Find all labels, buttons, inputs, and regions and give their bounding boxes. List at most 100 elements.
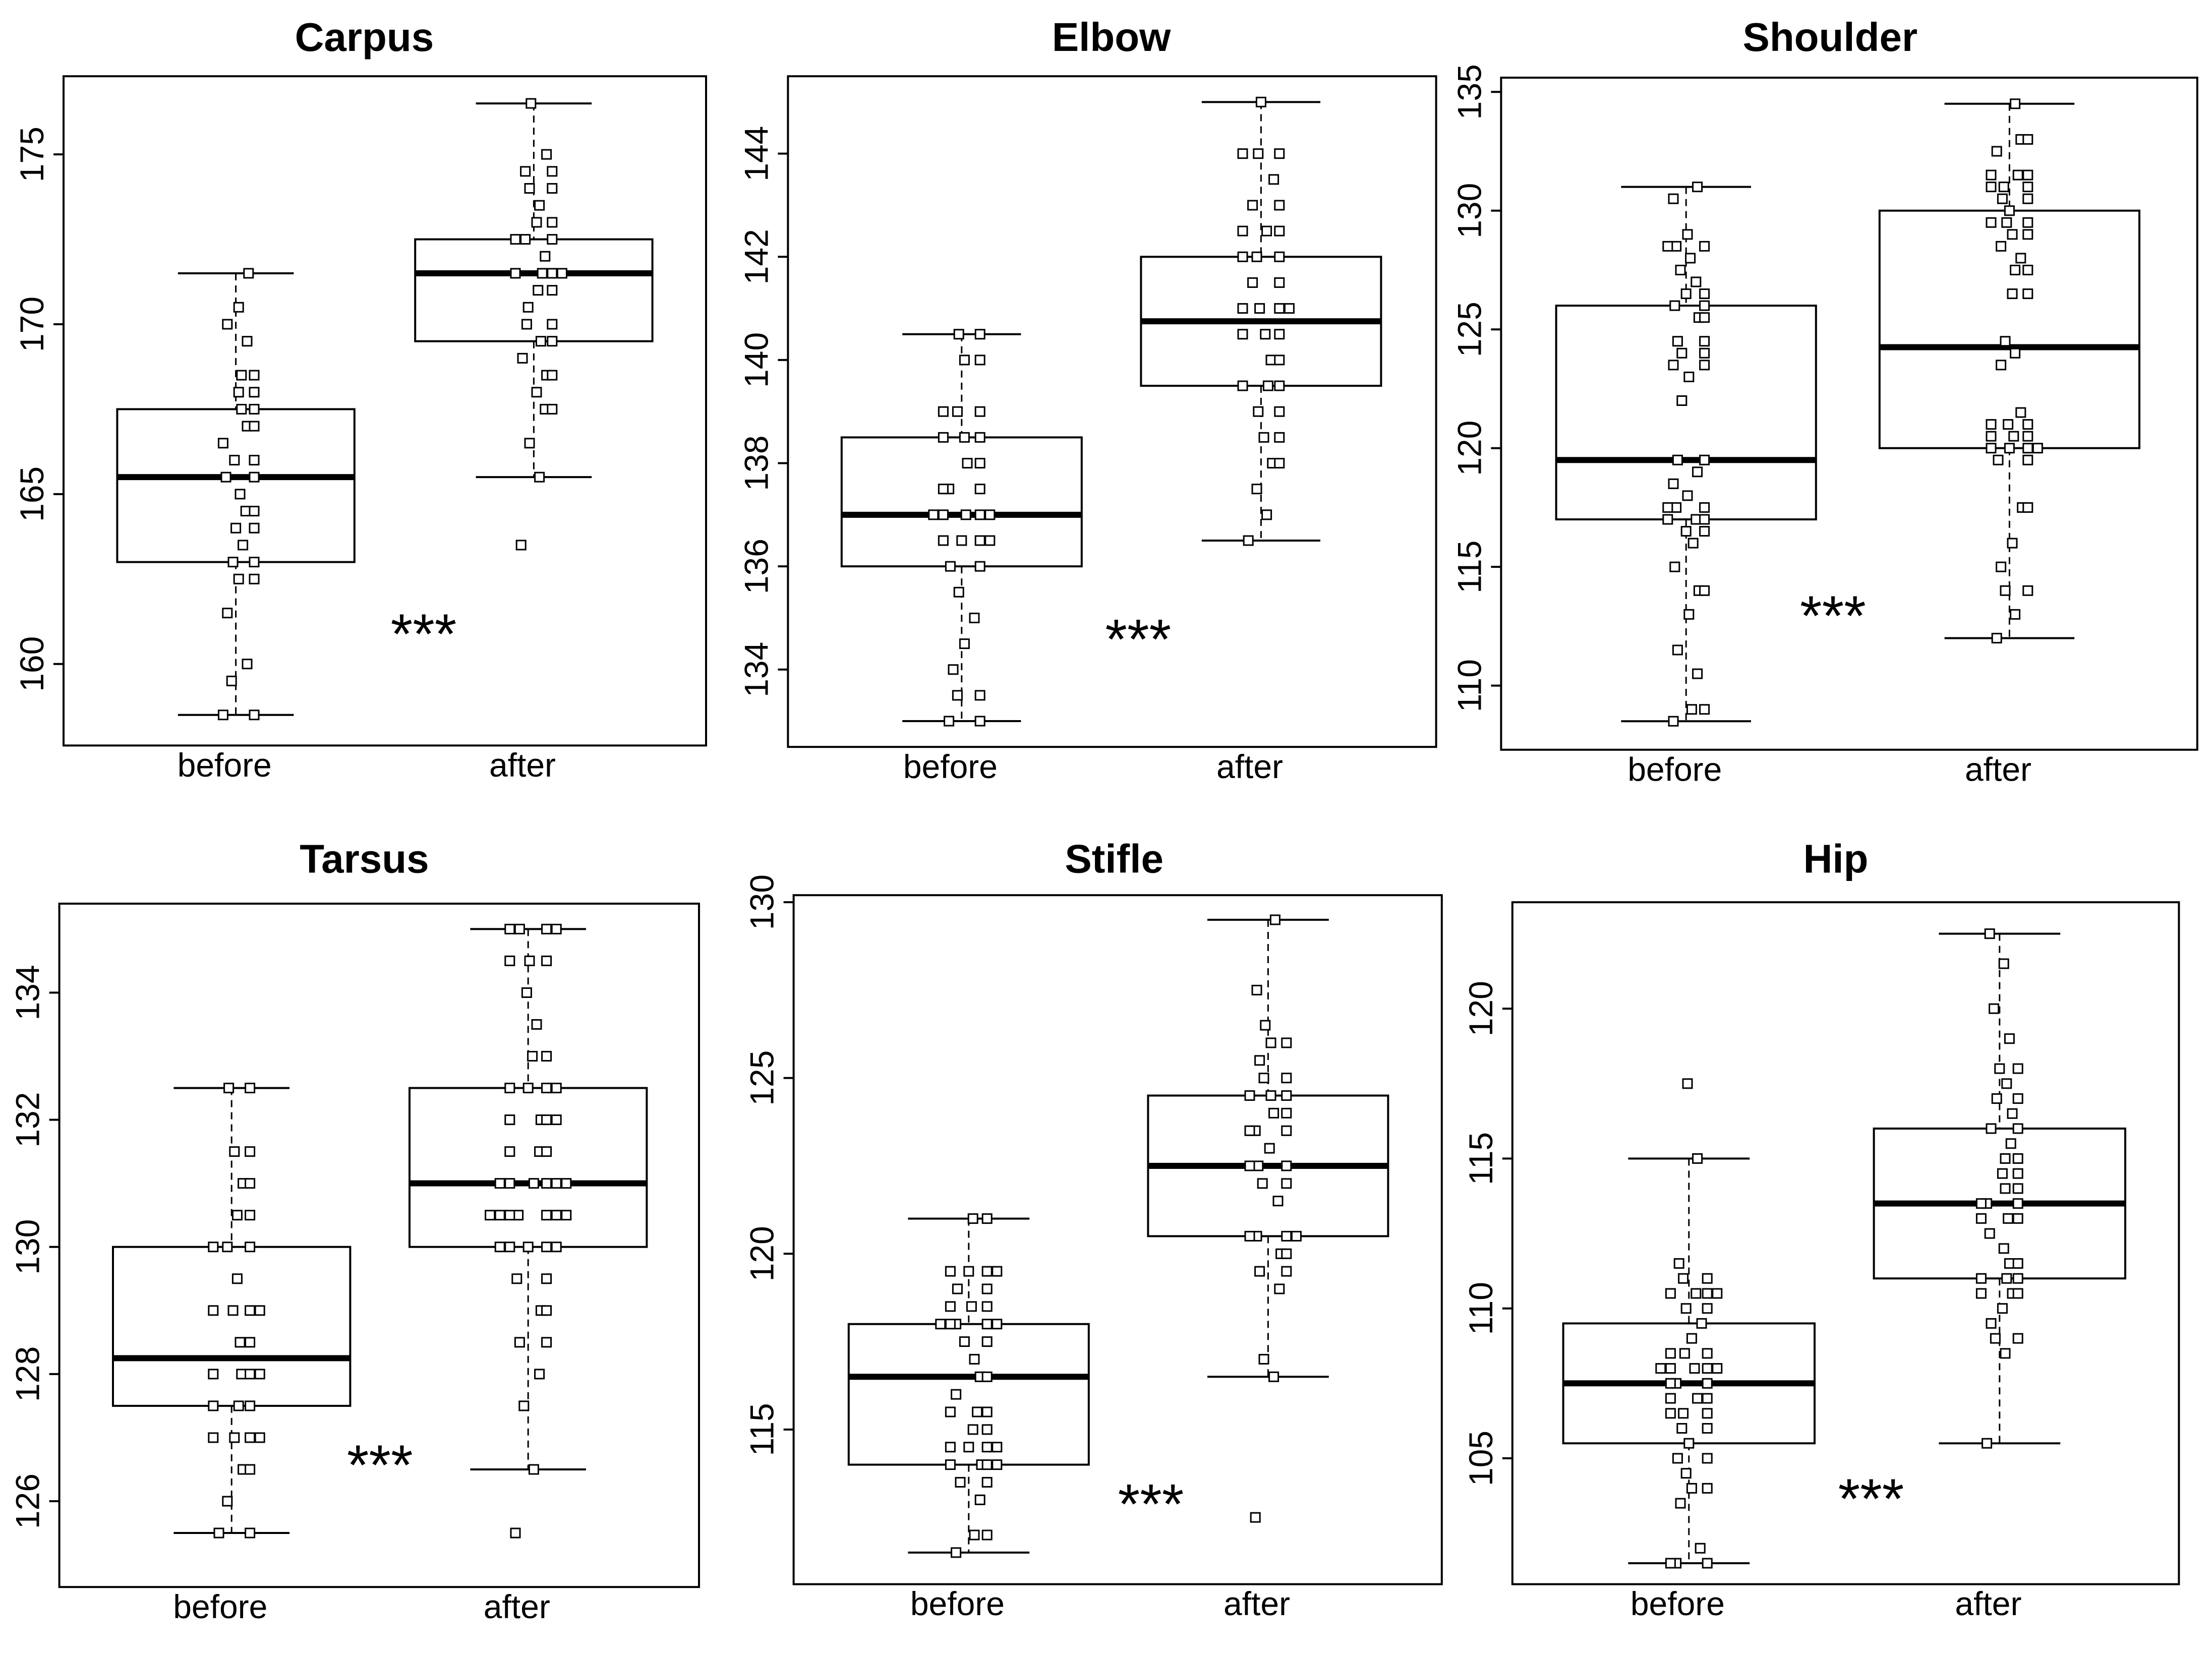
data-point — [984, 509, 996, 520]
data-point — [245, 1210, 256, 1221]
data-point — [510, 1527, 521, 1539]
plot-frame — [1500, 77, 2198, 751]
data-point — [2022, 193, 2033, 204]
data-point — [1665, 1288, 1676, 1299]
data-point — [1702, 1363, 1713, 1374]
data-point — [2022, 502, 2033, 513]
y-tick-label: 130 — [1450, 183, 1488, 239]
y-tick-label: 135 — [1450, 64, 1488, 120]
data-point — [1274, 329, 1285, 340]
data-point — [245, 1527, 256, 1539]
data-point — [974, 716, 985, 727]
data-point — [928, 509, 939, 520]
data-point — [1699, 585, 1710, 596]
data-point — [1669, 561, 1680, 572]
data-point — [952, 1283, 963, 1294]
data-point — [981, 1371, 993, 1382]
data-point — [2015, 407, 2026, 418]
data-point — [1269, 914, 1280, 925]
data-point — [2015, 253, 2026, 264]
data-point — [2010, 264, 2021, 275]
data-point — [2010, 347, 2021, 359]
data-point — [541, 149, 552, 160]
data-point — [1680, 1303, 1692, 1314]
y-tick-label: 120 — [743, 1226, 781, 1281]
data-point — [1261, 225, 1272, 237]
data-point — [1274, 225, 1285, 237]
data-point — [1258, 1353, 1269, 1365]
data-point — [2012, 1288, 2023, 1299]
data-point — [969, 612, 980, 623]
data-point — [1665, 1378, 1676, 1389]
data-point — [1274, 406, 1285, 417]
data-point — [504, 955, 515, 966]
data-point — [2000, 1183, 2011, 1194]
data-point — [245, 1146, 256, 1157]
data-point — [974, 561, 985, 572]
data-point — [1702, 1393, 1713, 1404]
data-point — [504, 923, 515, 934]
data-point — [245, 1464, 256, 1475]
data-point — [1993, 454, 2004, 465]
data-point — [981, 1213, 993, 1224]
data-point — [1996, 561, 2007, 572]
data-point — [551, 923, 562, 934]
data-point — [236, 370, 247, 381]
data-point — [1686, 1483, 1697, 1494]
x-category-label: before — [1631, 1585, 1725, 1622]
plot-frame — [1511, 901, 2180, 1585]
data-point — [242, 336, 253, 347]
data-point — [541, 1337, 552, 1348]
data-point — [514, 1337, 525, 1348]
data-point — [1668, 193, 1679, 204]
data-point — [521, 987, 532, 998]
data-point — [981, 1319, 993, 1330]
data-point — [1991, 632, 2002, 643]
data-point — [551, 1210, 562, 1221]
data-point — [1680, 526, 1692, 537]
box-after — [1873, 928, 2127, 1449]
data-point — [1274, 1283, 1285, 1294]
data-point — [220, 471, 231, 483]
data-point — [1699, 502, 1710, 513]
data-point — [1281, 1090, 1292, 1101]
data-point — [524, 183, 535, 194]
data-point — [235, 1337, 246, 1348]
data-point — [534, 471, 545, 483]
data-point — [2012, 1258, 2023, 1269]
data-point — [541, 1242, 552, 1253]
data-point — [511, 1273, 522, 1284]
y-tick-label: 136 — [737, 539, 775, 594]
data-point — [974, 406, 985, 417]
data-point — [974, 1494, 985, 1505]
x-category-label: after — [1965, 750, 2031, 788]
data-point — [541, 1273, 552, 1284]
data-point — [1699, 526, 1710, 537]
data-point — [2012, 169, 2023, 181]
box-before — [1562, 1078, 1816, 1569]
data-point — [1699, 454, 1710, 465]
y-tick-label: 140 — [737, 332, 775, 388]
data-point — [520, 234, 531, 245]
data-point — [524, 955, 535, 966]
data-point — [1702, 1453, 1713, 1464]
data-point — [233, 387, 244, 398]
y-tick-label: 125 — [743, 1050, 781, 1106]
data-point — [1662, 502, 1673, 513]
iqr-box — [112, 1246, 352, 1407]
data-point — [541, 1146, 552, 1157]
data-point — [1262, 380, 1273, 391]
data-point — [547, 166, 558, 177]
x-category-label: after — [1955, 1585, 2021, 1622]
box-after — [1140, 96, 1382, 546]
box-before — [116, 268, 356, 721]
data-point — [233, 302, 244, 313]
y-tick-label: 134 — [737, 642, 775, 697]
data-point — [551, 1083, 562, 1094]
data-point — [520, 166, 531, 177]
data-point — [1665, 1348, 1676, 1359]
y-tick-label: 110 — [1450, 659, 1488, 712]
x-category-label: after — [484, 1588, 550, 1625]
data-point — [1682, 229, 1693, 240]
y-tick-label: 142 — [737, 229, 775, 284]
